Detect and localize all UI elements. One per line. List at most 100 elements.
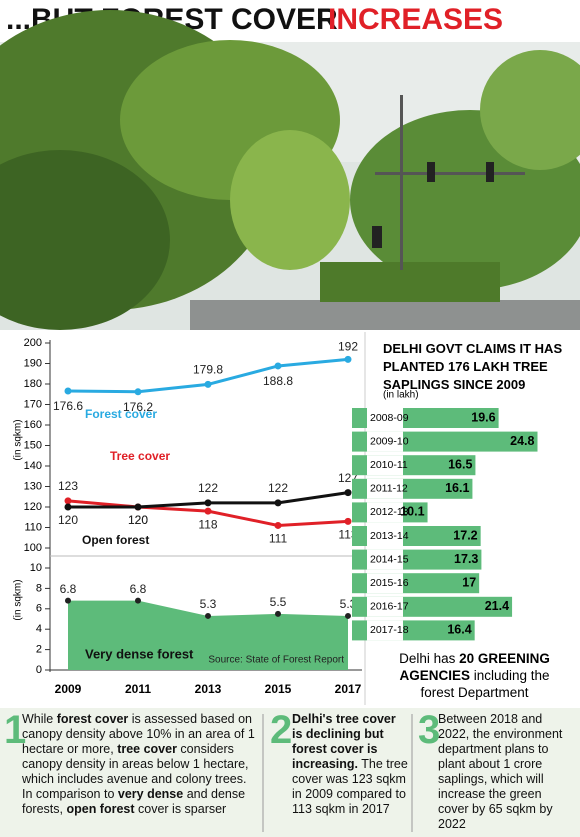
value-label: 122 (198, 481, 218, 495)
point (274, 499, 282, 507)
point (134, 503, 142, 511)
y-tick-label: 140 (24, 460, 42, 472)
value-label: 122 (268, 481, 288, 495)
category-label: 2009-10 (370, 435, 409, 447)
bar-title: DELHI GOVT CLAIMS IT HAS PLANTED 176 LAKH… (383, 341, 562, 392)
point (64, 387, 72, 395)
note-segment: cover is sparser (134, 802, 227, 816)
note-segment: considers canopy density in areas below … (22, 742, 249, 801)
category-label: 2014-15 (370, 553, 409, 565)
category-label: 2015-16 (370, 577, 409, 589)
y-tick-label: 170 (24, 398, 42, 410)
category-label: 2013-14 (370, 530, 409, 542)
note-number: 1 (4, 708, 27, 752)
note-segment: open forest (66, 802, 135, 816)
title-highlight: INCREASES (328, 3, 503, 36)
value-label: 5.5 (270, 595, 287, 609)
y-tick-label: 6 (36, 603, 42, 615)
value-label: 17.3 (454, 552, 478, 566)
photo (0, 10, 580, 330)
category-label: 2017-18 (370, 624, 409, 636)
y-tick-label: 200 (24, 337, 42, 349)
bar-subtitle: (in lakh) (383, 390, 419, 401)
value-label: 188.8 (263, 374, 293, 388)
value-label: 6.8 (130, 582, 147, 596)
category-label: 2011-12 (370, 483, 408, 495)
y-tick-label: 120 (24, 501, 42, 513)
point (345, 612, 351, 619)
point (274, 362, 282, 370)
note-number: 3 (418, 708, 441, 752)
point (204, 507, 212, 515)
series-label: Open forest (82, 533, 149, 547)
value-label: 16.1 (445, 481, 469, 495)
y-tick-label: 10 (30, 562, 42, 574)
category-label: 2016-17 (370, 601, 409, 613)
label-box (367, 620, 403, 641)
y-tick-label: 190 (24, 357, 42, 369)
value-label: 176.2 (123, 400, 153, 414)
point (204, 380, 212, 388)
y-tick-label: 110 (24, 521, 42, 533)
note-segment: The tree cover was 123 sqkm in 2009 comp… (292, 757, 408, 816)
y-tick-label: 0 (36, 664, 42, 676)
agencies-text: Delhi has 20 GREENING AGENCIES including… (392, 650, 557, 701)
value-label: 6.8 (60, 582, 77, 596)
category-label: 2012-13 (370, 506, 409, 518)
note-segment: very dense (117, 787, 184, 801)
point (65, 597, 71, 604)
label-box (367, 573, 403, 594)
value-label: 123 (58, 479, 78, 493)
point (205, 612, 211, 619)
value-label: 17.2 (453, 528, 477, 542)
note-segment: Delhi's tree cover is declining but fore… (292, 712, 396, 771)
series-label: Very dense forest (85, 646, 194, 661)
x-tick-label: 2011 (125, 682, 151, 696)
agencies-suffix: including the forest Department (420, 668, 550, 700)
note-text: Delhi's tree cover is declining but fore… (292, 712, 408, 817)
series-label: Forest cover (85, 407, 157, 421)
value-label: 17 (462, 575, 476, 589)
y-tick-label: 160 (24, 419, 42, 431)
x-tick-label: 2009 (55, 682, 82, 696)
value-label: 10.1 (400, 505, 424, 519)
label-box (367, 431, 403, 452)
y-tick-label: 130 (24, 480, 42, 492)
value-label: 176.6 (53, 399, 83, 413)
source: Source: State of Forest Report (208, 655, 344, 666)
point (64, 503, 72, 511)
value-label: 21.4 (485, 599, 509, 613)
value-label: 111 (269, 532, 288, 546)
x-tick-label: 2017 (335, 682, 362, 696)
point (344, 355, 352, 363)
agencies-highlight: 20 GREENING AGENCIES (399, 651, 550, 683)
note-text: Between 2018 and 2022, the environment d… (438, 712, 574, 832)
note-segment: Between 2018 and 2022, the environment d… (438, 712, 563, 831)
y-tick-label: 4 (36, 623, 42, 635)
note-segment: While (22, 712, 57, 726)
value-label: 24.8 (510, 434, 534, 448)
value-label: 19.6 (471, 410, 495, 424)
label-box (367, 478, 403, 499)
value-label: 192 (338, 340, 358, 354)
value-label: 120 (128, 513, 148, 527)
label-box (367, 408, 403, 428)
value-label: 16.4 (447, 623, 471, 637)
notes-background (0, 708, 580, 837)
label-box (367, 455, 403, 476)
category-label: 2008-09 (370, 412, 409, 424)
y-tick-label: 150 (24, 439, 42, 451)
y-tick-label: 8 (36, 582, 42, 594)
category-label: 2010-11 (370, 459, 408, 471)
value-label: 120 (58, 513, 78, 527)
y-axis-label: (in sqkm) (13, 419, 24, 460)
value-label: 179.8 (193, 363, 223, 377)
y-axis-label: (in sqkm) (13, 579, 24, 620)
note-segment: forest cover (56, 712, 129, 726)
area (68, 600, 348, 670)
point (344, 489, 352, 497)
note-segment: and dense forests, (22, 787, 246, 816)
agencies-prefix: Delhi has (399, 651, 460, 666)
